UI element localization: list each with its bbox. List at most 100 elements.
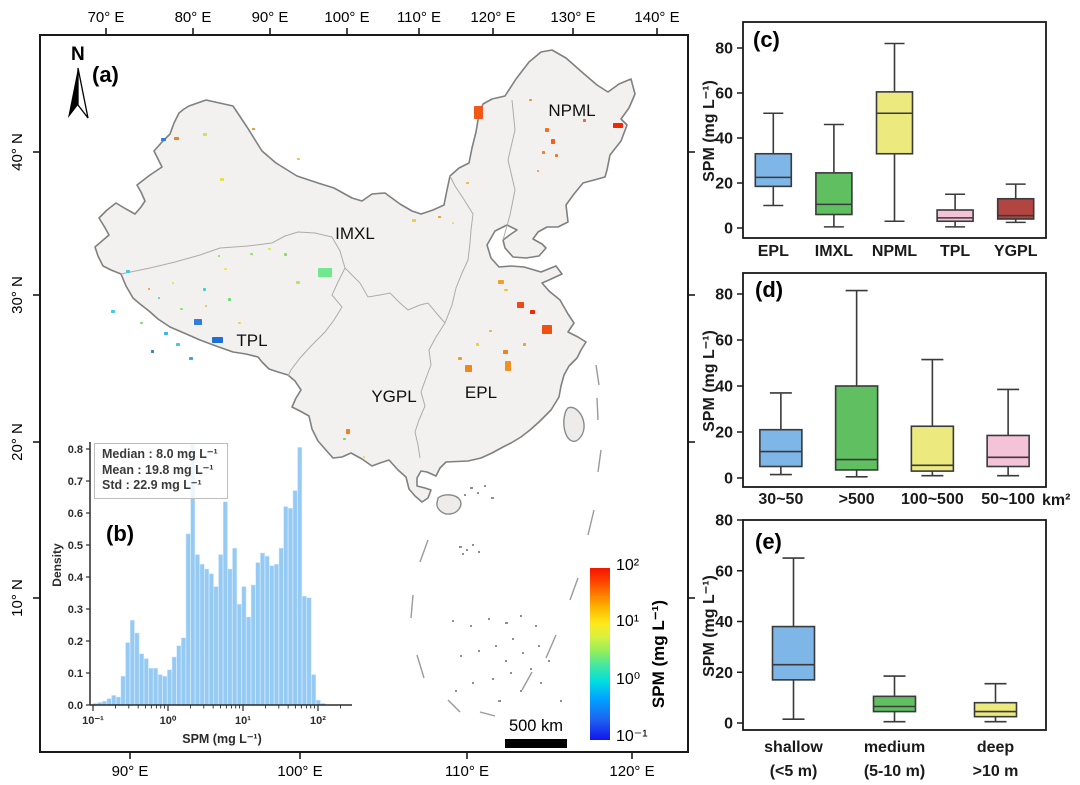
panel-label-d: (d) xyxy=(755,277,784,302)
lake-pixel xyxy=(458,357,462,360)
lake-pixel xyxy=(238,322,241,324)
histogram-bar xyxy=(227,568,233,706)
lake-pixel xyxy=(151,350,154,353)
sea-dash-boundary xyxy=(416,654,425,679)
lake-pixel xyxy=(551,139,555,144)
hist-y-tick-label: 0.1 xyxy=(68,668,83,680)
histogram-bar xyxy=(195,554,200,706)
box-iqr xyxy=(936,209,974,223)
boxplot-y-tick-label: 0 xyxy=(724,471,733,488)
boxplot-y-tick-label: 20 xyxy=(715,665,733,682)
region-boundary xyxy=(444,175,474,324)
hist-y-tick-label: 0.7 xyxy=(68,476,83,488)
lake-pixel xyxy=(476,343,479,346)
histogram-bar xyxy=(274,563,279,706)
histogram-bar xyxy=(111,695,117,706)
lake-pixel xyxy=(466,182,469,184)
lake-pixel xyxy=(542,151,545,154)
histogram-bar xyxy=(153,667,158,706)
lake-pixel xyxy=(158,297,160,299)
lake-pixel xyxy=(164,332,168,335)
lake-pixel xyxy=(363,456,365,458)
sea-island-speck xyxy=(530,668,532,670)
sea-island-speck xyxy=(510,672,512,674)
histogram-bar xyxy=(185,533,191,706)
boxplot-y-tick-label: 0 xyxy=(724,716,733,733)
lake-pixel xyxy=(465,365,472,372)
histogram-bar xyxy=(120,675,126,706)
histogram-bar xyxy=(218,554,224,706)
lake-pixel xyxy=(205,305,207,307)
lake-pixel xyxy=(503,350,508,354)
histogram-bar xyxy=(143,658,149,706)
histogram-bar xyxy=(139,653,144,706)
lake-pixel xyxy=(284,253,287,256)
histogram-bar xyxy=(134,632,140,706)
box-category-label: NPML xyxy=(872,243,918,260)
hist-x-tick-label: 10¹ xyxy=(235,715,251,727)
sea-island-speck xyxy=(460,655,462,657)
histogram-bar xyxy=(116,696,121,706)
box-category-label: 50~100 xyxy=(981,491,1035,508)
sea-island-speck xyxy=(520,690,522,692)
histogram-bar xyxy=(213,586,219,706)
histogram-bar xyxy=(269,565,275,706)
boxplot-panel-c: 0 20 40 60 80 EPL IMXL NPML TPL YGPL xyxy=(715,21,1047,260)
hist-x-tick-label: 10⁰ xyxy=(160,715,177,727)
sea-dash-boundary xyxy=(597,449,602,473)
sea-island-speck xyxy=(512,638,514,640)
lake-pixel xyxy=(474,106,483,119)
box-iqr xyxy=(973,701,1018,718)
box-category-label: EPL xyxy=(758,243,789,260)
sea-island-speck xyxy=(560,700,562,702)
boxplot-panel-d: 0 20 40 60 80 30~50 >500 100~500 50~100 xyxy=(715,272,1047,508)
box-iqr xyxy=(910,425,955,472)
hist-x-tick-label: 10⁻¹ xyxy=(82,715,104,727)
lake-pixel xyxy=(505,361,511,371)
box-iqr xyxy=(815,172,853,216)
map-region-label-imxl: IMXL xyxy=(335,224,375,243)
boxplot-e-y-axis-title: SPM (mg L⁻¹) xyxy=(701,575,718,677)
map-bottom-tick-label: 100° E xyxy=(277,763,322,780)
lake-pixel xyxy=(555,154,558,157)
lake-pixel xyxy=(343,438,346,440)
histogram-bar xyxy=(255,562,261,706)
box-category-sublabel: >10 m xyxy=(973,763,1019,780)
boxplot-y-tick-label: 0 xyxy=(724,221,733,238)
lake-pixel xyxy=(297,158,300,160)
box-category-label: medium xyxy=(864,739,925,756)
lake-pixel xyxy=(489,330,492,332)
sea-dash-boundary xyxy=(587,509,595,536)
box-iqr xyxy=(771,625,816,681)
histogram-bar xyxy=(157,674,163,706)
region-boundary xyxy=(344,267,446,324)
lake-pixel xyxy=(517,302,524,308)
sea-island-speck xyxy=(540,682,542,684)
colorbar-tick-10: 10¹ xyxy=(616,613,640,630)
scale-bar-label: 500 km xyxy=(508,717,564,735)
histogram-bar xyxy=(148,667,154,706)
box-category-sublabel: (<5 m) xyxy=(770,763,818,780)
hist-y-tick-label: 0.0 xyxy=(68,700,83,712)
lake-pixel xyxy=(172,282,174,284)
lake-pixel xyxy=(296,281,300,284)
map-frame xyxy=(39,34,689,753)
lake-pixel xyxy=(523,343,526,346)
lake-pixel xyxy=(189,357,193,360)
sea-island-speck xyxy=(478,551,480,553)
colorbar-title: SPM (mg L⁻¹) xyxy=(649,599,668,709)
histogram-bar xyxy=(246,616,251,706)
lake-pixel xyxy=(140,322,143,324)
sea-island-speck xyxy=(477,492,479,494)
map-bottom-tick-label: 90° E xyxy=(112,763,149,780)
sea-dash-boundary xyxy=(596,397,599,421)
map-panel: 70° E 80° E 90° E 100° E 110° E 120° E 130° E 1… xyxy=(9,9,695,780)
map-left-tick-label: 20° N xyxy=(9,423,26,461)
sea-island-speck xyxy=(472,544,474,546)
hist-y-axis-title: Density xyxy=(50,543,64,587)
histogram-bar xyxy=(311,674,317,706)
hist-y-tick-label: 0.8 xyxy=(68,444,83,456)
lake-pixel xyxy=(613,123,623,128)
boxplot-y-tick-label: 80 xyxy=(715,287,733,304)
